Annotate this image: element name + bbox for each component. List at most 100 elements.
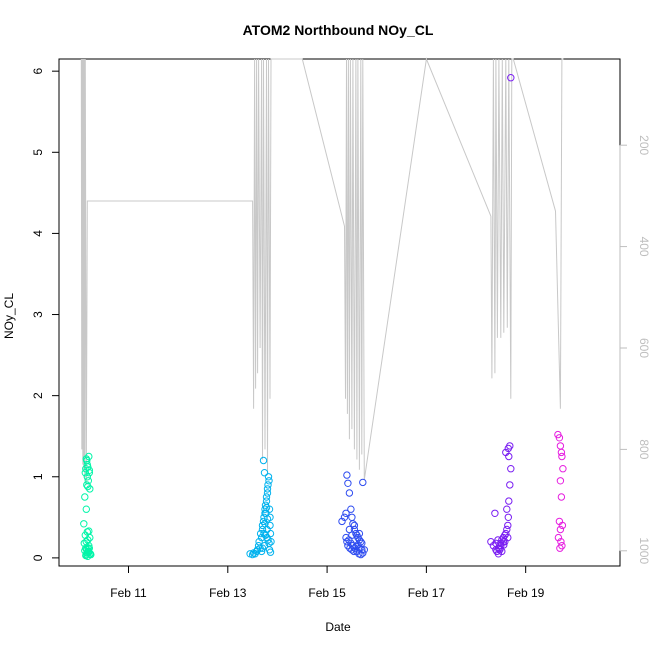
data-point [257,533,266,542]
data-point [359,478,367,487]
data-point [266,548,275,556]
data-point [506,442,514,450]
x-axis: Feb 11 Feb 13 Feb 15 Feb 17 Feb 19 [110,565,545,600]
data-point [261,505,269,513]
data-point [263,489,272,497]
y2-tick-label: 800 [637,439,650,459]
data-point [506,481,514,489]
altitude-series [80,57,564,485]
data-point [556,544,564,552]
data-point [262,493,271,501]
data-point [259,456,268,465]
data-point [345,489,354,497]
data-point [340,513,349,521]
data-point [80,539,89,547]
data-point [347,539,355,547]
data-point [487,538,495,546]
data-point [86,533,94,542]
y-tick-label: 5 [31,149,45,156]
data-point [344,479,352,487]
data-point [85,452,93,461]
data-point [558,452,566,461]
data-point [504,533,512,542]
data-point [343,471,351,479]
data-point [260,542,269,550]
data-point [556,477,565,485]
data-point [82,505,91,513]
data-point [84,482,92,491]
data-point [504,521,512,530]
data-point [556,442,565,450]
y2-axis: 200 400 600 800 1000 [619,135,650,564]
data-point [263,485,272,493]
data-point [260,469,269,477]
data-point [343,538,351,546]
y-tick-label: 6 [31,68,45,75]
data-point [85,466,94,474]
data-point [559,465,567,473]
y2-tick-label: 400 [637,237,650,257]
data-point [555,434,564,442]
data-point [494,536,502,544]
data-point [491,509,499,517]
data-point [256,529,265,538]
data-point [347,505,355,513]
data-point [502,529,510,538]
y-tick-label: 4 [31,230,45,237]
plot-frame [58,58,621,567]
data-point [262,503,271,512]
data-point [355,529,364,538]
data-point [348,513,356,521]
x-tick-label: Feb 13 [209,586,247,600]
y2-tick-label: 200 [637,135,650,155]
data-point [503,525,511,534]
data-point [500,541,508,549]
data-point [81,493,89,501]
data-point [505,497,513,505]
data-point [258,544,267,552]
data-point [81,469,90,477]
y-tick-label: 1 [31,473,45,480]
data-point [84,477,93,485]
data-point [504,513,512,521]
x-tick-label: Feb 11 [110,586,147,600]
y-tick-label: 0 [31,554,45,561]
data-point [80,520,88,528]
y2-tick-label: 1000 [637,537,650,564]
data-point [554,533,563,542]
x-tick-label: Feb 17 [408,586,446,600]
data-point [557,448,566,457]
data-point [507,465,515,473]
data-point [357,550,365,559]
data-point [498,547,506,556]
data-point [338,517,346,526]
data-point [265,477,273,485]
data-point [350,521,359,530]
y-axis-label: NOy_CL [2,293,16,339]
data-point [496,546,504,554]
data-point [263,533,271,542]
data-point [257,547,266,556]
data-point [349,542,357,550]
data-point [342,509,350,517]
data-point [85,469,94,477]
y-tick-label: 3 [31,311,45,318]
data-point [348,531,356,539]
data-point [556,525,565,534]
scatter-points [80,74,567,560]
data-point [352,529,360,538]
data-point [83,473,92,481]
data-point [360,546,368,554]
y2-tick-label: 600 [637,338,650,358]
data-point [557,493,566,501]
data-point [83,549,91,557]
data-point [86,485,94,493]
chart-title: ATOM2 Northbound NOy_CL [243,22,434,38]
x-tick-label: Feb 19 [507,586,545,600]
data-point [558,542,566,550]
data-point [558,521,567,530]
data-point [507,74,515,82]
data-point [263,515,272,523]
y-tick-label: 2 [31,392,45,399]
